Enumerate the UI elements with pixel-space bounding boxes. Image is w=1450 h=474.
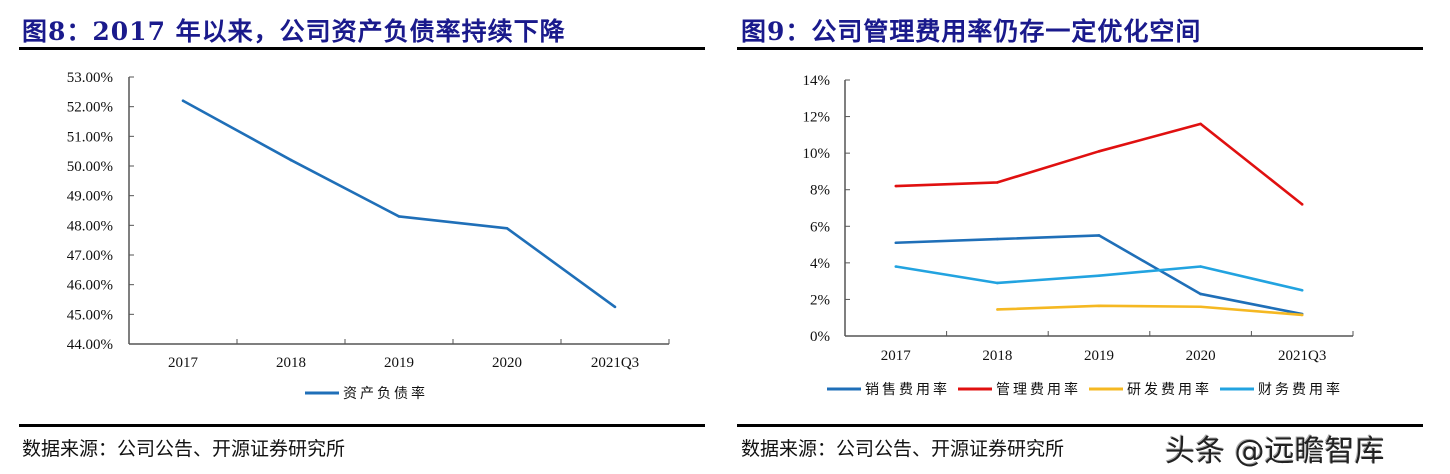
data-point	[996, 237, 999, 241]
y-tick-label: 47.00%	[67, 248, 113, 264]
series-line-4	[895, 265, 1303, 292]
legend-label: 财务费用率	[1258, 381, 1343, 398]
y-tick-label: 12%	[803, 110, 831, 126]
y-tick-label: 52.00%	[67, 100, 113, 116]
y-tick-label: 51.00%	[67, 129, 113, 145]
data-point	[1097, 274, 1101, 277]
y-tick-label: 50.00%	[67, 159, 113, 175]
x-tick-label: 2020	[1186, 348, 1216, 364]
data-point	[1300, 288, 1304, 292]
expense-ratio-line-chart: 0% 2% 4% 6% 8% 10% 12% 14% 2017 2018 2019 2020 2021Q…	[803, 73, 1354, 398]
debt-ratio-line-chart: 44.00% 45.00% 46.00% 47.00% 48.00% 49.00% 50.0…	[67, 70, 670, 402]
data-point	[1300, 203, 1304, 206]
y-tick-label: 8%	[810, 183, 830, 199]
series-line-3	[997, 304, 1303, 317]
y-tick-label: 6%	[810, 219, 830, 235]
data-point	[996, 308, 999, 311]
figure-8-source: 数据来源：公司公告、开源证券研究所	[22, 438, 346, 460]
y-tick-label: 53.00%	[67, 70, 113, 86]
figure-8-title: 图8：2017 年以来，公司资产负债率持续下降	[22, 17, 566, 46]
source-divider	[737, 424, 1423, 427]
data-point	[505, 227, 509, 230]
x-tick-label: 2018	[276, 355, 306, 371]
data-point	[397, 215, 401, 218]
y-tick-label: 45.00%	[67, 307, 113, 323]
y-tick-label: 44.00%	[67, 337, 113, 353]
data-point	[181, 99, 185, 103]
figure-9-title: 图9：公司管理费用率仍存一定优化空间	[741, 17, 1202, 46]
chart-legend: 资产负债率	[305, 385, 428, 402]
data-point	[1097, 304, 1101, 308]
series-line-1	[182, 99, 616, 308]
x-tick-label: 2018	[982, 348, 1012, 364]
data-point	[1199, 292, 1202, 296]
data-point	[1097, 150, 1101, 153]
x-tick-label: 2019	[1084, 348, 1114, 364]
y-tick-label: 2%	[810, 292, 830, 308]
data-point	[996, 181, 999, 184]
legend-label: 管理费用率	[996, 381, 1081, 398]
data-point	[894, 241, 898, 245]
data-point	[1199, 305, 1202, 309]
watermark: 头条 @远瞻智库	[1165, 434, 1385, 469]
x-tick-label: 2017	[168, 355, 199, 371]
figure-9-source: 数据来源：公司公告、开源证券研究所	[741, 438, 1065, 460]
chart-legend: 销售费用率 管理费用率 研发费用率 财务费用率	[827, 381, 1343, 398]
series-line-2	[895, 122, 1304, 206]
data-point	[1097, 234, 1101, 237]
data-point	[1199, 265, 1202, 268]
data-point	[1199, 122, 1202, 126]
x-tick-label: 2017	[881, 348, 912, 364]
data-point	[894, 184, 898, 188]
y-tick-label: 14%	[803, 73, 831, 89]
title-divider	[19, 47, 705, 50]
y-tick-label: 4%	[810, 256, 830, 272]
x-tick-label: 2020	[492, 355, 522, 371]
legend-label: 资产负债率	[343, 385, 428, 402]
source-divider	[19, 424, 705, 427]
figure-8-panel: 图8：2017 年以来，公司资产负债率持续下降 44.00% 45.00% 46.0…	[19, 17, 705, 460]
data-point	[1300, 313, 1304, 317]
y-tick-label: 48.00%	[67, 218, 113, 234]
legend-label: 研发费用率	[1127, 381, 1212, 398]
data-point	[289, 158, 293, 162]
title-divider	[737, 47, 1423, 50]
data-point	[996, 281, 999, 285]
x-tick-label: 2021Q3	[1278, 348, 1326, 364]
x-tick-label: 2019	[384, 355, 414, 371]
y-tick-label: 10%	[803, 146, 831, 162]
y-tick-label: 46.00%	[67, 278, 113, 294]
x-tick-label: 2021Q3	[591, 355, 639, 371]
figure-9-panel: 图9：公司管理费用率仍存一定优化空间 0% 2% 4% 6% 8% 10% 12% 14% 20…	[725, 0, 1450, 474]
y-tick-label: 0%	[810, 329, 830, 345]
data-point	[894, 265, 898, 268]
y-tick-label: 49.00%	[67, 189, 113, 205]
legend-label: 销售费用率	[865, 381, 950, 398]
data-point	[613, 305, 617, 309]
